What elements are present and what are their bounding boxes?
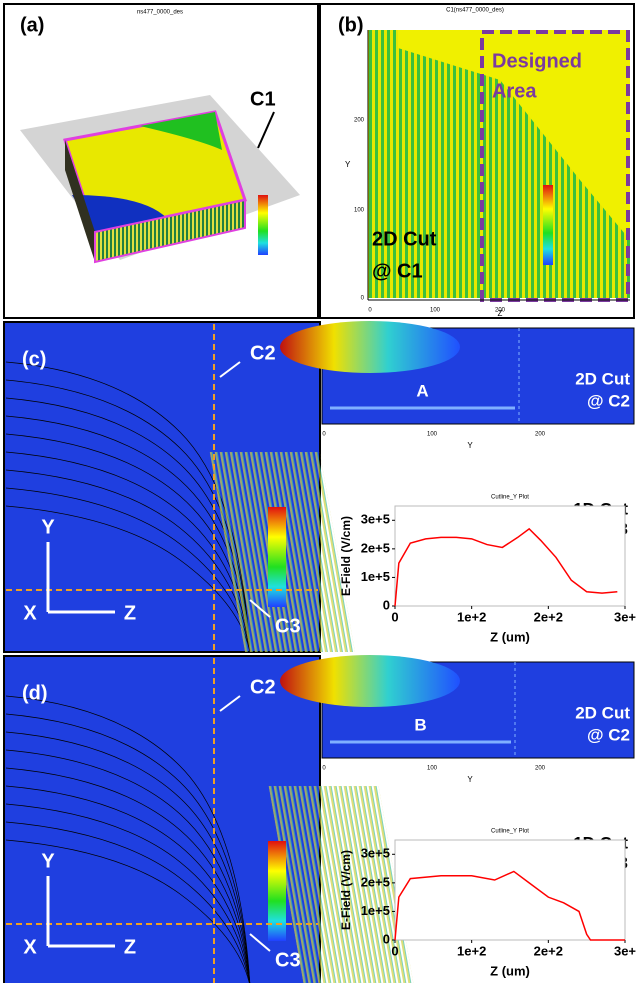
label: 0	[391, 943, 398, 958]
label: Z	[124, 936, 136, 958]
label: 2D Cut	[372, 228, 437, 250]
page: (a) ns477_0000_des C1 (b) C1(ns477_0000_des)…	[0, 0, 636, 988]
label: 100	[354, 208, 365, 214]
label: C3	[275, 615, 301, 637]
label: 1e+5	[361, 903, 390, 918]
label: 3e+	[614, 609, 636, 624]
label: (c)	[22, 348, 46, 370]
label: Designed	[492, 50, 582, 72]
label: 1e+2	[457, 943, 486, 958]
plot-area	[395, 840, 625, 940]
label: 100	[430, 308, 441, 314]
label: 0	[383, 597, 390, 612]
label: E-Field (V/cm)	[339, 850, 353, 930]
label: Y	[41, 850, 55, 872]
label: 3e+5	[361, 512, 390, 527]
label: 200	[354, 118, 365, 124]
label: C2	[250, 676, 276, 698]
label: X	[23, 602, 37, 624]
plot-area	[395, 506, 625, 606]
label: 2e+2	[534, 609, 563, 624]
label: Cutline_Y Plot	[491, 495, 529, 501]
colorbar	[268, 507, 286, 607]
label: (a)	[20, 14, 44, 36]
label: X	[23, 936, 37, 958]
label: Y	[345, 160, 351, 169]
label: E-Field (V/cm)	[339, 516, 353, 596]
label: @ C2	[587, 391, 630, 410]
label: Y	[467, 441, 473, 450]
label: 2e+5	[361, 874, 390, 889]
label: 100	[427, 766, 438, 772]
label: Z (um)	[490, 629, 530, 644]
label: 0	[322, 766, 326, 772]
label: (b)	[338, 14, 364, 36]
label: 2e+2	[534, 943, 563, 958]
label: Y	[467, 775, 473, 784]
label: Z (um)	[490, 963, 530, 978]
label: 2D Cut	[575, 703, 630, 722]
label: Y	[41, 516, 55, 538]
label: C2	[250, 342, 276, 364]
figure: (a) ns477_0000_des C1 (b) C1(ns477_0000_des)…	[0, 0, 636, 983]
label: (d)	[22, 682, 48, 704]
label: 0	[383, 931, 390, 946]
label: B	[414, 715, 426, 734]
label: 1e+2	[457, 609, 486, 624]
label: 0	[391, 609, 398, 624]
label: 3e+	[614, 943, 636, 958]
label: Area	[492, 80, 537, 102]
label: C1	[250, 88, 276, 110]
label: C1(ns477_0000_des)	[446, 8, 504, 14]
label: Z	[124, 602, 136, 624]
label: 200	[535, 432, 546, 438]
heat	[280, 321, 460, 373]
label: 200	[535, 766, 546, 772]
colorbar	[543, 185, 553, 265]
label: 0	[322, 432, 326, 438]
label: 200	[495, 308, 506, 314]
label: 1e+5	[361, 569, 390, 584]
label: 2e+5	[361, 540, 390, 555]
label: 2D Cut	[575, 369, 630, 388]
label: Cutline_Y Plot	[491, 829, 529, 835]
label: @ C1	[372, 260, 423, 282]
label: 3e+5	[361, 846, 390, 861]
label: 100	[427, 432, 438, 438]
label: @ C2	[587, 725, 630, 744]
label: ns477_0000_des	[137, 10, 183, 16]
colorbar	[258, 195, 268, 255]
label: A	[416, 381, 428, 400]
label: C3	[275, 949, 301, 971]
colorbar	[268, 841, 286, 941]
heat	[280, 655, 460, 707]
